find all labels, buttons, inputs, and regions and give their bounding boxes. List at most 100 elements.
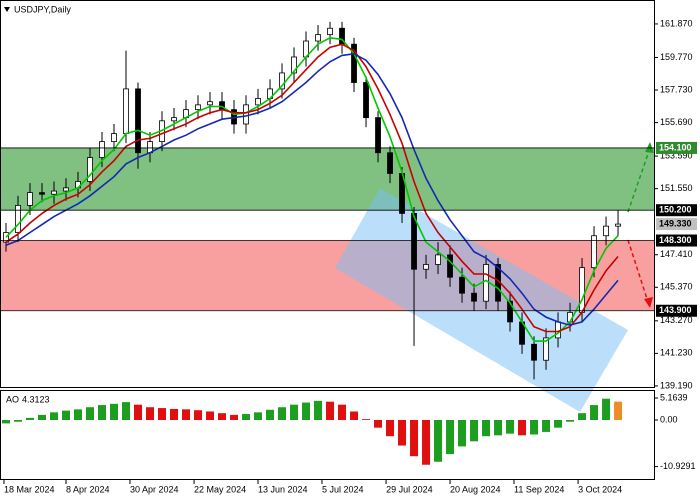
- ao-bar: [242, 414, 251, 420]
- ao-bar: [194, 410, 203, 420]
- ao-bar: [62, 410, 71, 420]
- ao-bar: [446, 420, 455, 455]
- y-tick-label: 145.370: [660, 282, 693, 292]
- candle-body: [483, 264, 489, 302]
- y-tick-label: 151.550: [660, 183, 693, 193]
- x-tick-label: 5 Jul 2024: [322, 484, 364, 494]
- candle-body: [51, 190, 57, 195]
- x-tick-label: 30 Apr 2024: [130, 484, 179, 494]
- moving-average: [5, 36, 619, 342]
- candle-body: [327, 27, 333, 36]
- candle-body: [363, 82, 369, 119]
- candle-body: [459, 276, 465, 294]
- ao-bar: [506, 420, 515, 434]
- ao-bar: [206, 411, 215, 420]
- candle-body: [27, 192, 33, 206]
- candle-body: [435, 254, 441, 265]
- candle-body: [423, 264, 429, 270]
- ao-bar: [134, 404, 143, 420]
- ao-bar: [410, 420, 419, 457]
- candle-body: [579, 267, 585, 313]
- ao-bar: [566, 420, 575, 422]
- ao-bar: [518, 420, 527, 436]
- candle-body: [243, 104, 249, 125]
- indicator-name: AO: [6, 394, 19, 404]
- channel: [335, 188, 628, 412]
- ao-bar: [98, 405, 107, 420]
- candle-body: [543, 337, 549, 361]
- ao-bar: [578, 413, 587, 420]
- y-tick-label: 147.410: [660, 249, 693, 259]
- y-tick-label: 139.190: [660, 380, 693, 390]
- ao-tick-label: 0.00: [660, 414, 678, 424]
- candle-body: [171, 117, 177, 122]
- ao-bar: [398, 420, 407, 446]
- ao-bar: [50, 412, 59, 420]
- ao-bar: [302, 402, 311, 420]
- indicator-value: 4.3123: [22, 394, 50, 404]
- ao-bar: [218, 413, 227, 420]
- candle-body: [255, 98, 261, 106]
- ao-bar: [530, 420, 539, 435]
- ao-bar: [122, 402, 131, 420]
- ao-bar: [38, 414, 47, 420]
- candle-body: [591, 235, 597, 269]
- ao-bar: [254, 412, 263, 420]
- candle-body: [39, 192, 45, 195]
- arrow-down-head: [644, 297, 653, 308]
- candle-body: [135, 88, 141, 154]
- x-tick-label: 18 Mar 2024: [4, 484, 55, 494]
- ao-bar: [434, 420, 443, 462]
- level-label: 154.100: [659, 142, 692, 152]
- ao-bar: [350, 411, 359, 420]
- ao-bar: [110, 403, 119, 420]
- level-box: [656, 218, 697, 231]
- candle-body: [375, 117, 381, 154]
- level-box: [656, 204, 697, 217]
- arrow-up: [627, 147, 651, 213]
- y-tick-label: 159.770: [660, 52, 693, 62]
- candle-body: [555, 321, 561, 339]
- ao-bar: [182, 409, 191, 420]
- ao-bar: [458, 420, 467, 447]
- y-tick-label: 153.590: [660, 150, 693, 160]
- moving-average: [5, 43, 619, 333]
- ao-bar: [482, 420, 491, 437]
- ao-bar: [266, 409, 275, 420]
- moving-average: [5, 52, 619, 326]
- chart-title: USDJPY,Daily: [14, 4, 71, 14]
- ao-bar: [314, 400, 323, 420]
- candle-body: [315, 34, 321, 42]
- ao-frame: [0, 390, 655, 480]
- arrow-down: [627, 239, 649, 303]
- ao-bar: [494, 420, 503, 436]
- ao-bar: [374, 420, 383, 428]
- y-tick-label: 143.270: [660, 315, 693, 325]
- ao-tick-label: -10.9291: [660, 461, 696, 471]
- x-tick-label: 11 Sep 2024: [514, 484, 564, 494]
- arrow-up-head: [645, 142, 654, 153]
- level-label: 148.300: [659, 235, 692, 245]
- x-tick-label: 20 Aug 2024: [450, 484, 501, 494]
- ao-bar: [614, 401, 623, 420]
- ao-bar: [386, 420, 395, 437]
- level-label: 149.330: [659, 218, 692, 228]
- ao-bar: [602, 398, 611, 420]
- ao-bar: [542, 420, 551, 432]
- ao-bar: [26, 417, 35, 420]
- y-tick-label: 155.690: [660, 117, 693, 127]
- ao-bar: [146, 407, 155, 420]
- candle-body: [3, 232, 9, 243]
- candle-body: [387, 152, 393, 174]
- ao-bar: [326, 401, 335, 420]
- x-tick-label: 8 Apr 2024: [66, 484, 110, 494]
- candle-body: [15, 205, 21, 233]
- ao-bar: [554, 420, 563, 428]
- x-tick-label: 13 Jun 2024: [258, 484, 308, 494]
- candle-body: [603, 225, 609, 237]
- level-label: 143.900: [659, 305, 692, 315]
- ao-bar: [230, 414, 239, 420]
- candle-body: [615, 223, 621, 227]
- candle-body: [63, 187, 69, 192]
- y-tick-label: 141.230: [660, 348, 693, 358]
